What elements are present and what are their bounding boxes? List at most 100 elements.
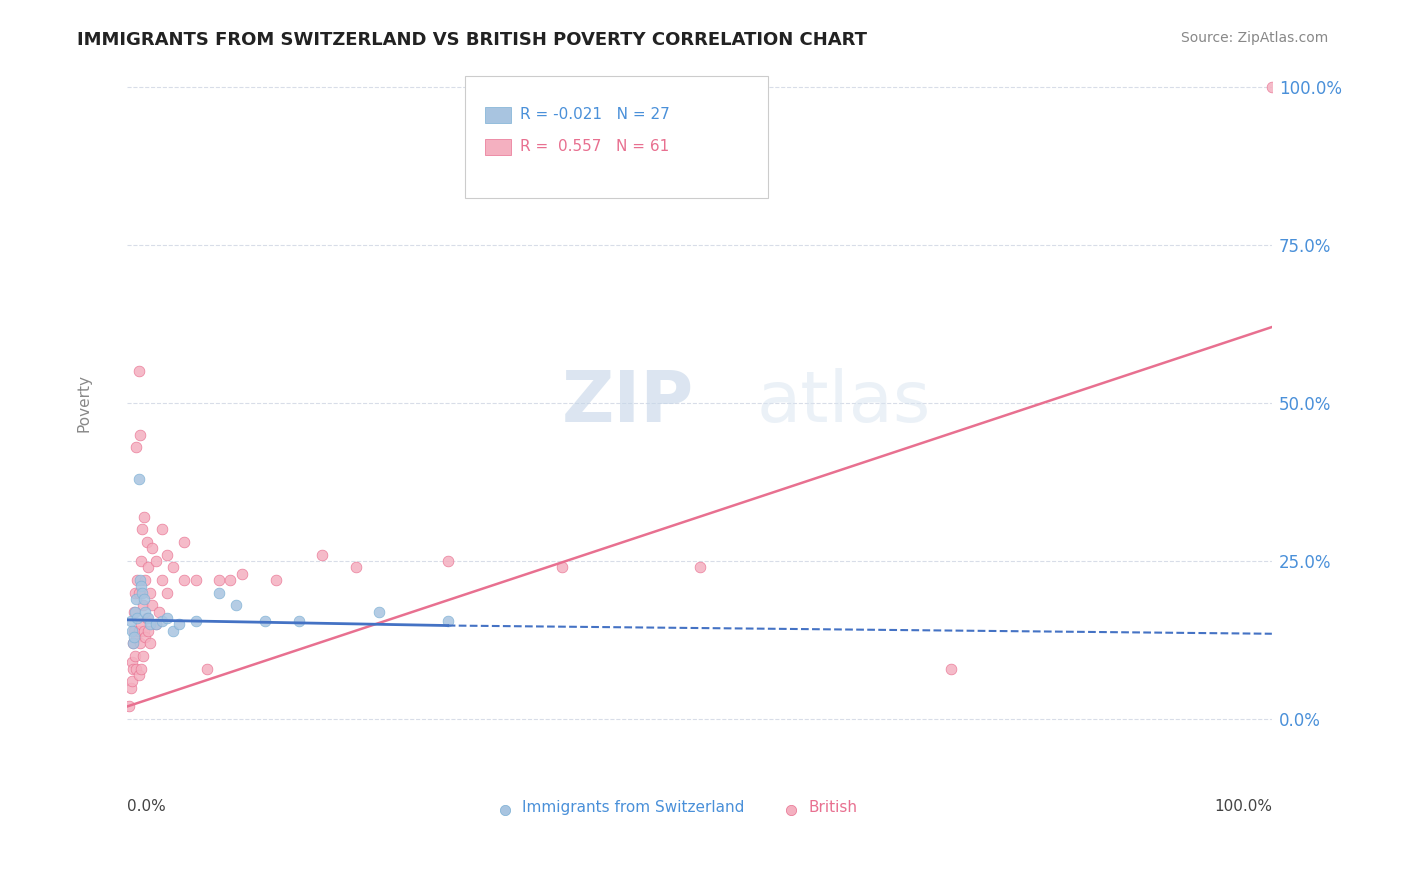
Point [134,605,156,619]
Text: R =  0.557   N = 61: R = 0.557 N = 61 [520,139,669,154]
Point [494,765,516,780]
Point [122,661,145,675]
Point [162,624,184,638]
Point [264,573,287,587]
Point [344,560,367,574]
Point [128,573,150,587]
Point [128,636,150,650]
Point [436,614,458,628]
Text: Source: ZipAtlas.com: Source: ZipAtlas.com [1181,31,1329,45]
Point [184,573,207,587]
Point [121,655,143,669]
Point [120,614,142,628]
Point [311,548,333,562]
Text: IMMIGRANTS FROM SWITZERLAND VS BRITISH POVERTY CORRELATION CHART: IMMIGRANTS FROM SWITZERLAND VS BRITISH P… [77,31,868,49]
Point [145,617,167,632]
Point [184,614,207,628]
Point [122,636,145,650]
Text: Poverty: Poverty [76,374,91,432]
Point [288,614,311,628]
Point [141,541,163,556]
Point [127,573,149,587]
Point [208,585,231,599]
Point [134,509,156,524]
Point [134,591,156,606]
Point [156,585,179,599]
Point [129,661,152,675]
Point [127,611,149,625]
Text: R = -0.021   N = 27: R = -0.021 N = 27 [520,107,669,122]
Point [131,523,153,537]
Point [156,611,179,625]
Point [135,535,157,549]
Point [128,624,150,638]
Point [118,699,141,714]
Point [150,523,173,537]
Point [135,611,157,625]
Point [156,548,179,562]
Point [129,554,152,568]
Point [128,585,150,599]
Point [125,591,148,606]
Point [231,566,253,581]
Point [148,605,170,619]
Point [219,573,242,587]
Point [132,648,155,663]
Point [125,440,148,454]
Point [173,573,195,587]
Point [134,624,156,638]
Point [122,636,145,650]
Text: British: British [808,800,858,815]
FancyBboxPatch shape [485,139,510,154]
Point [167,617,190,632]
Point [139,636,162,650]
Text: ZIP: ZIP [562,368,695,437]
Text: atlas: atlas [756,368,931,437]
Point [145,554,167,568]
Point [128,364,150,378]
Text: Immigrants from Switzerland: Immigrants from Switzerland [522,800,744,815]
Point [128,427,150,442]
Point [132,599,155,613]
Point [173,535,195,549]
Point [124,605,146,619]
Point [139,617,162,632]
Point [145,617,167,632]
Point [131,585,153,599]
Point [134,630,156,644]
Point [150,614,173,628]
Point [551,560,574,574]
Point [136,560,159,574]
Point [208,573,231,587]
Point [436,554,458,568]
Point [122,630,145,644]
Point [136,611,159,625]
FancyBboxPatch shape [485,107,510,122]
Point [225,599,247,613]
Point [125,630,148,644]
Text: 0.0%: 0.0% [127,799,166,814]
Point [124,585,146,599]
Point [941,661,963,675]
Point [253,614,276,628]
Point [124,648,146,663]
Point [129,617,152,632]
Point [195,661,218,675]
Point [139,585,162,599]
Point [129,579,152,593]
Point [780,765,803,780]
Point [150,573,173,587]
Text: 100.0%: 100.0% [1213,799,1272,814]
Point [368,605,391,619]
Point [689,560,711,574]
Point [141,599,163,613]
Point [128,668,150,682]
Point [128,472,150,486]
Point [120,681,142,695]
Point [121,624,143,638]
Point [136,624,159,638]
Point [134,573,156,587]
Point [125,661,148,675]
FancyBboxPatch shape [465,76,768,198]
Point [122,624,145,638]
